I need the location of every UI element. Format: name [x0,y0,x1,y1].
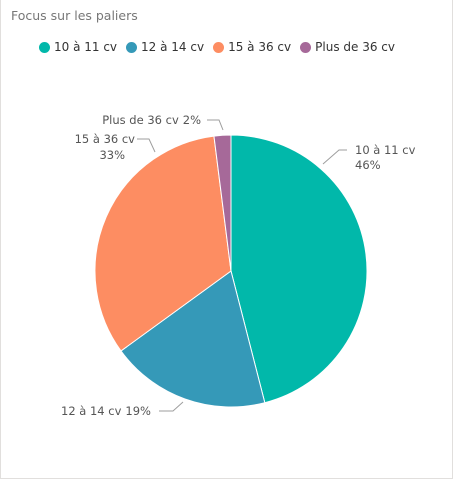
legend-dot-plus-36-cv [300,41,312,53]
legend-dot-12-14-cv [126,41,138,53]
leader-line-15-36-cv [137,138,156,153]
legend-label-12-14-cv: 12 à 14 cv [141,40,205,54]
data-label-12-14-cv-name: 12 à 14 cv [61,404,122,418]
legend-item-plus-36-cv[interactable]: Plus de 36 cv [300,40,395,54]
data-label-plus-36-cv-name: Plus de 36 cv [102,113,179,127]
legend-label-15-36-cv: 15 à 36 cv [228,40,292,54]
data-label-15-36-cv-percent: 33% [99,148,125,162]
legend-label-plus-36-cv: Plus de 36 cv [315,40,395,54]
pie-slice-12-14-cv[interactable] [120,270,266,408]
legend-item-15-36-cv[interactable]: 15 à 36 cv [213,40,291,54]
legend-dot-15-36-cv [213,41,225,53]
data-label-12-14-cv-percent: 19% [125,404,151,418]
data-label-10-11-cv-name: 10 à 11 cv [355,143,416,157]
legend-label-10-11-cv: 10 à 11 cv [54,40,118,54]
pie-slice-plus-36-cv[interactable] [213,134,232,272]
data-label-plus-36-cv: Plus de 36 cv 2% [102,113,201,127]
pie-chart: 10 à 11 cv 46% 12 à 14 cv 19% 15 à 36 cv … [61,113,416,418]
pie-slice-10-11-cv[interactable] [230,134,368,404]
leader-line-10-11-cv [322,149,347,165]
legend-item-12-14-cv[interactable]: 12 à 14 cv [126,40,204,54]
data-label-12-14-cv: 12 à 14 cv 19% [61,404,151,418]
data-label-10-11-cv-percent: 46% [355,158,381,172]
legend-item-10-11-cv[interactable]: 10 à 11 cv [39,40,117,54]
chart-title: Focus sur les paliers [11,8,138,23]
leader-line-plus-36-cv [207,119,224,131]
data-label-15-36-cv-name: 15 à 36 cv [75,132,136,146]
chart-legend: 10 à 11 cv 12 à 14 cv 15 à 36 cv Plus de… [39,40,404,54]
data-label-plus-36-cv-percent: 2% [183,113,201,127]
pie-slice-15-36-cv[interactable] [94,135,232,352]
leader-line-12-14-cv [159,401,184,412]
legend-dot-10-11-cv [39,41,50,53]
chart-card: Focus sur les paliers 10 à 11 cv 12 à 14… [0,0,453,479]
